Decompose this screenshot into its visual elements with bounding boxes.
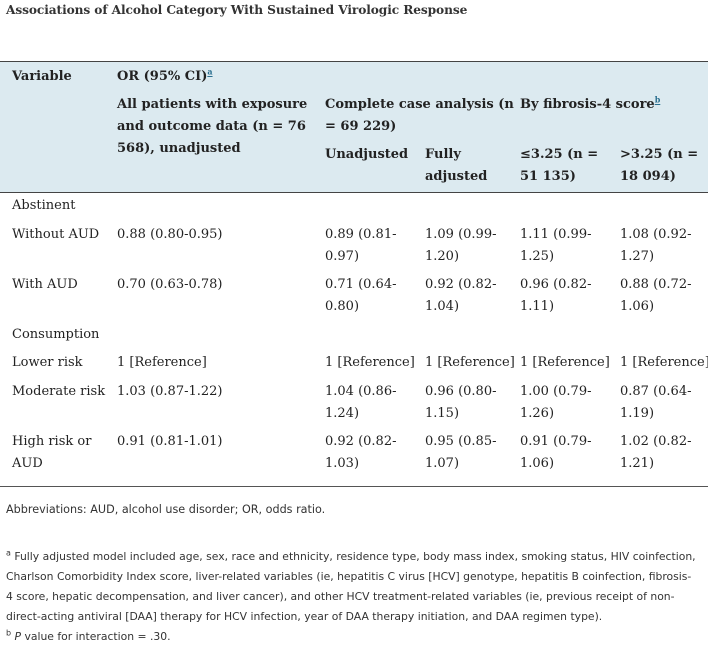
cell-all: 0.88 (0.80-0.95) xyxy=(117,227,223,242)
cell-full: 1 [Reference] xyxy=(425,355,515,370)
header-complete-1: Complete case analysis (n xyxy=(325,97,514,112)
cell-high: 1 [Reference] xyxy=(620,355,708,370)
table-caption: Associations of Alcohol Category With Su… xyxy=(6,3,468,17)
cell-full-2: 1.04) xyxy=(425,299,460,314)
cell-full-2: 1.20) xyxy=(425,249,460,264)
row-label: Moderate risk xyxy=(12,384,106,399)
footnote-b-p: P xyxy=(14,630,22,643)
cell-full-2: 1.15) xyxy=(425,406,460,421)
table-bottom-rule xyxy=(0,486,708,487)
row-label-2: AUD xyxy=(12,456,43,471)
cell-low: 1 [Reference] xyxy=(520,355,610,370)
header-fib4: By fibrosis-4 scoreb xyxy=(520,94,660,116)
footnote-b-marker: b xyxy=(6,628,12,638)
cell-full-1: 0.96 (0.80- xyxy=(425,384,497,399)
cell-unadjusted-2: 0.80) xyxy=(325,299,360,314)
header-or: OR (95% CI)a xyxy=(117,66,213,88)
cell-all: 1.03 (0.87-1.22) xyxy=(117,384,223,399)
table-top-rule xyxy=(0,61,708,62)
cell-unadjusted-2: 1.03) xyxy=(325,456,360,471)
row-label: Without AUD xyxy=(12,227,100,242)
cell-high-2: 1.19) xyxy=(620,406,655,421)
cell-low-1: 1.00 (0.79- xyxy=(520,384,592,399)
cell-full-2: 1.07) xyxy=(425,456,460,471)
row-label: With AUD xyxy=(12,277,78,292)
cell-low-1: 0.91 (0.79- xyxy=(520,434,592,449)
cell-unadjusted: 1 [Reference] xyxy=(325,355,415,370)
footnote-a-line-1: a Fully adjusted model included age, sex… xyxy=(6,547,704,567)
cell-unadjusted-1: 0.71 (0.64- xyxy=(325,277,397,292)
header-fully-2: adjusted xyxy=(425,169,488,184)
header-bottom-rule xyxy=(0,192,708,193)
footnote-a-link[interactable]: a xyxy=(207,66,213,77)
cell-unadjusted-2: 0.97) xyxy=(325,249,360,264)
cell-high-1: 1.02 (0.82- xyxy=(620,434,692,449)
header-complete-2: = 69 229) xyxy=(325,119,397,134)
row-label: Lower risk xyxy=(12,355,83,370)
header-low-fib4-2: 51 135) xyxy=(520,169,576,184)
footnote-a-marker: a xyxy=(6,548,11,558)
cell-full-1: 0.92 (0.82- xyxy=(425,277,497,292)
cell-all: 0.70 (0.63-0.78) xyxy=(117,277,223,292)
cell-unadjusted-2: 1.24) xyxy=(325,406,360,421)
header-low-fib4-1: ≤3.25 (n = xyxy=(520,147,599,162)
group-abstinent: Abstinent xyxy=(12,198,76,213)
header-all-patients-3: 568), unadjusted xyxy=(117,141,241,156)
cell-unadjusted-1: 1.04 (0.86- xyxy=(325,384,397,399)
cell-low-1: 0.96 (0.82- xyxy=(520,277,592,292)
abbreviations-note: Abbreviations: AUD, alcohol use disorder… xyxy=(6,503,326,516)
row-label-1: High risk or xyxy=(12,434,92,449)
header-band xyxy=(0,62,708,192)
cell-high-1: 0.88 (0.72- xyxy=(620,277,692,292)
header-variable: Variable xyxy=(12,69,72,84)
cell-high-1: 0.87 (0.64- xyxy=(620,384,692,399)
cell-high-2: 1.06) xyxy=(620,299,655,314)
footnote-a-line-2: Charlson Comorbidity Index score, liver-… xyxy=(6,570,692,583)
cell-all: 1 [Reference] xyxy=(117,355,207,370)
footnote-a: a Fully adjusted model included age, sex… xyxy=(6,547,704,647)
cell-unadjusted-1: 0.92 (0.82- xyxy=(325,434,397,449)
cell-low-2: 1.25) xyxy=(520,249,555,264)
footnote-a-line-3: 4 score, hepatic decompensation, and liv… xyxy=(6,590,675,603)
cell-all: 0.91 (0.81-1.01) xyxy=(117,434,223,449)
footnote-a-line-4: direct-acting antiviral [DAA] therapy fo… xyxy=(6,610,603,623)
header-all-patients-1: All patients with exposure xyxy=(117,97,308,112)
header-high-fib4-1: >3.25 (n = xyxy=(620,147,699,162)
cell-low-2: 1.26) xyxy=(520,406,555,421)
header-fib4-label: By fibrosis-4 score xyxy=(520,97,655,112)
cell-unadjusted-1: 0.89 (0.81- xyxy=(325,227,397,242)
footnote-b-text: value for interaction = .30. xyxy=(21,630,171,643)
cell-full-1: 0.95 (0.85- xyxy=(425,434,497,449)
cell-low-2: 1.06) xyxy=(520,456,555,471)
header-fully-1: Fully xyxy=(425,147,461,162)
cell-low-1: 1.11 (0.99- xyxy=(520,227,592,242)
footnote-b: b P value for interaction = .30. xyxy=(6,627,704,647)
cell-low-2: 1.11) xyxy=(520,299,555,314)
cell-high-2: 1.27) xyxy=(620,249,655,264)
group-consumption: Consumption xyxy=(12,327,100,342)
cell-full-1: 1.09 (0.99- xyxy=(425,227,497,242)
header-all-patients-2: and outcome data (n = 76 xyxy=(117,119,306,134)
cell-high-2: 1.21) xyxy=(620,456,655,471)
header-unadjusted: Unadjusted xyxy=(325,147,409,162)
header-or-label: OR (95% CI) xyxy=(117,69,208,84)
footnote-b-link[interactable]: b xyxy=(654,94,661,105)
header-high-fib4-2: 18 094) xyxy=(620,169,676,184)
footnote-a-text-1: Fully adjusted model included age, sex, … xyxy=(14,550,696,563)
cell-high-1: 1.08 (0.92- xyxy=(620,227,692,242)
